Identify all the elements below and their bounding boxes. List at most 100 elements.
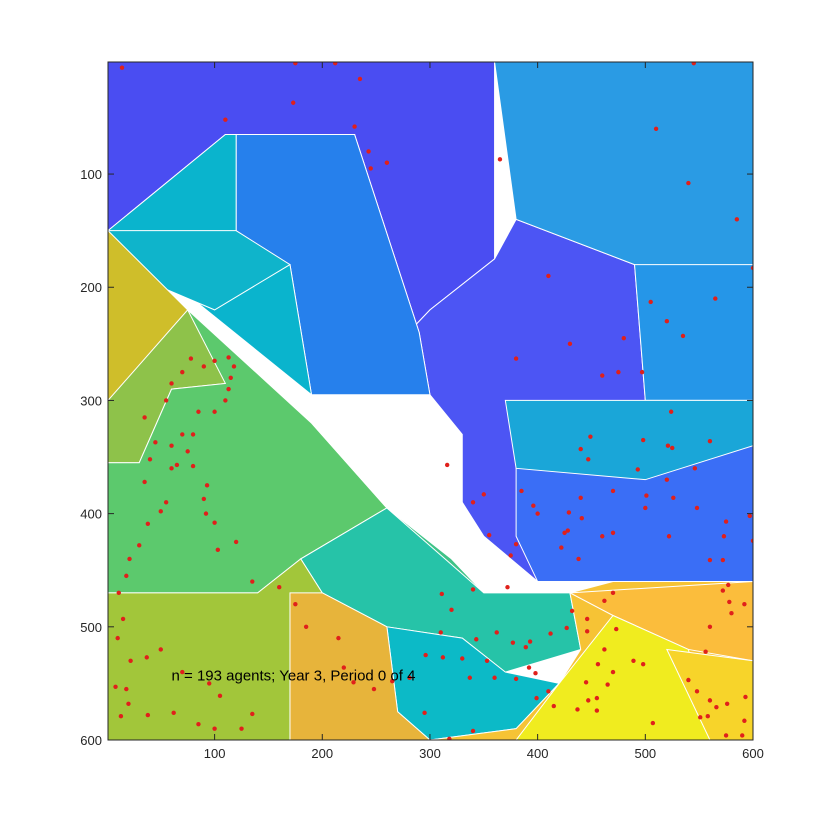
agent-point xyxy=(113,684,118,690)
agent-point xyxy=(724,701,730,706)
agent-point xyxy=(142,479,147,485)
agent-point xyxy=(707,698,713,703)
y-tick-label: 600 xyxy=(80,733,102,748)
agent-point xyxy=(390,678,395,684)
agent-point xyxy=(584,629,590,634)
agent-point xyxy=(643,505,648,511)
agent-point xyxy=(196,721,201,727)
agent-point xyxy=(602,598,607,603)
x-tick-label: 200 xyxy=(311,746,333,761)
agent-point xyxy=(720,588,726,593)
agent-point xyxy=(352,124,357,129)
agent-point xyxy=(565,528,570,533)
agent-point xyxy=(444,462,450,468)
agent-point xyxy=(703,649,708,654)
region-20 xyxy=(666,648,753,740)
agent-point xyxy=(650,720,656,726)
agent-point xyxy=(481,492,487,497)
agent-point xyxy=(527,639,533,644)
agent-point xyxy=(569,608,575,614)
agent-point xyxy=(144,655,149,660)
agent-point xyxy=(510,640,516,645)
agent-point xyxy=(742,601,747,607)
agent-point xyxy=(201,496,207,502)
agent-point xyxy=(513,541,519,547)
agent-point xyxy=(523,644,528,650)
agent-point xyxy=(747,513,752,519)
agent-point xyxy=(513,676,519,682)
agent-point xyxy=(519,488,524,494)
agent-point xyxy=(293,62,298,66)
agent-point xyxy=(115,635,120,641)
agent-point xyxy=(635,467,640,472)
agent-point xyxy=(578,446,583,452)
agent-point xyxy=(705,714,710,719)
agent-point xyxy=(686,180,691,186)
agent-point xyxy=(333,62,338,66)
agent-point xyxy=(586,698,591,703)
agent-point xyxy=(644,493,649,498)
agent-point xyxy=(158,647,163,652)
agent-point xyxy=(614,626,619,632)
agent-point xyxy=(336,635,341,641)
agent-point xyxy=(610,530,616,536)
agent-point xyxy=(720,557,726,563)
agent-point xyxy=(531,503,536,508)
agent-point xyxy=(127,556,132,562)
agent-point xyxy=(578,495,583,500)
agent-point xyxy=(586,457,591,462)
agent-point xyxy=(694,505,700,511)
agent-point xyxy=(559,545,564,550)
y-tick-label: 400 xyxy=(80,507,102,522)
agent-point xyxy=(546,689,551,694)
agent-point xyxy=(449,607,454,613)
agent-point xyxy=(508,553,513,558)
agent-point xyxy=(231,364,237,369)
agent-point xyxy=(341,665,347,670)
agent-point xyxy=(526,665,532,670)
agent-point xyxy=(640,437,646,443)
agent-point xyxy=(407,675,412,680)
agent-point xyxy=(610,488,616,494)
y-axis: 100 200 300 400 500 600 xyxy=(80,167,753,748)
agent-point xyxy=(422,710,427,716)
x-tick-label: 400 xyxy=(527,746,549,761)
agent-point xyxy=(600,534,605,539)
agent-point xyxy=(671,495,676,500)
x-axis: 100 200 300 400 500 600 xyxy=(204,62,764,761)
agent-point xyxy=(616,369,621,375)
y-tick-label: 100 xyxy=(80,167,102,182)
agent-point xyxy=(707,557,713,563)
agent-point xyxy=(666,534,672,539)
agent-point xyxy=(743,694,748,700)
region-5 xyxy=(504,399,753,481)
agent-point xyxy=(727,599,732,605)
region-16 xyxy=(289,592,431,740)
agent-point xyxy=(277,584,282,590)
agent-point xyxy=(228,375,233,380)
agent-point xyxy=(631,658,636,663)
agent-point xyxy=(694,689,700,694)
agent-point xyxy=(474,637,479,642)
agent-point xyxy=(588,434,593,439)
agent-point xyxy=(124,686,129,692)
agent-point xyxy=(484,658,490,663)
agent-point xyxy=(714,704,719,710)
agent-point xyxy=(551,703,556,709)
agent-point xyxy=(467,675,473,680)
agent-point xyxy=(239,726,244,731)
agent-point xyxy=(223,117,228,122)
agent-point xyxy=(180,369,185,375)
agent-point xyxy=(423,652,428,658)
agent-point xyxy=(691,62,696,66)
agent-point xyxy=(174,462,180,468)
agent-point xyxy=(439,591,445,597)
agent-point xyxy=(535,511,540,516)
agent-point xyxy=(128,658,133,663)
agent-point xyxy=(460,656,465,661)
agent-point xyxy=(610,669,616,675)
agent-point xyxy=(250,711,255,717)
agent-point xyxy=(665,443,671,448)
agent-point xyxy=(190,463,196,469)
agent-point xyxy=(470,587,476,592)
